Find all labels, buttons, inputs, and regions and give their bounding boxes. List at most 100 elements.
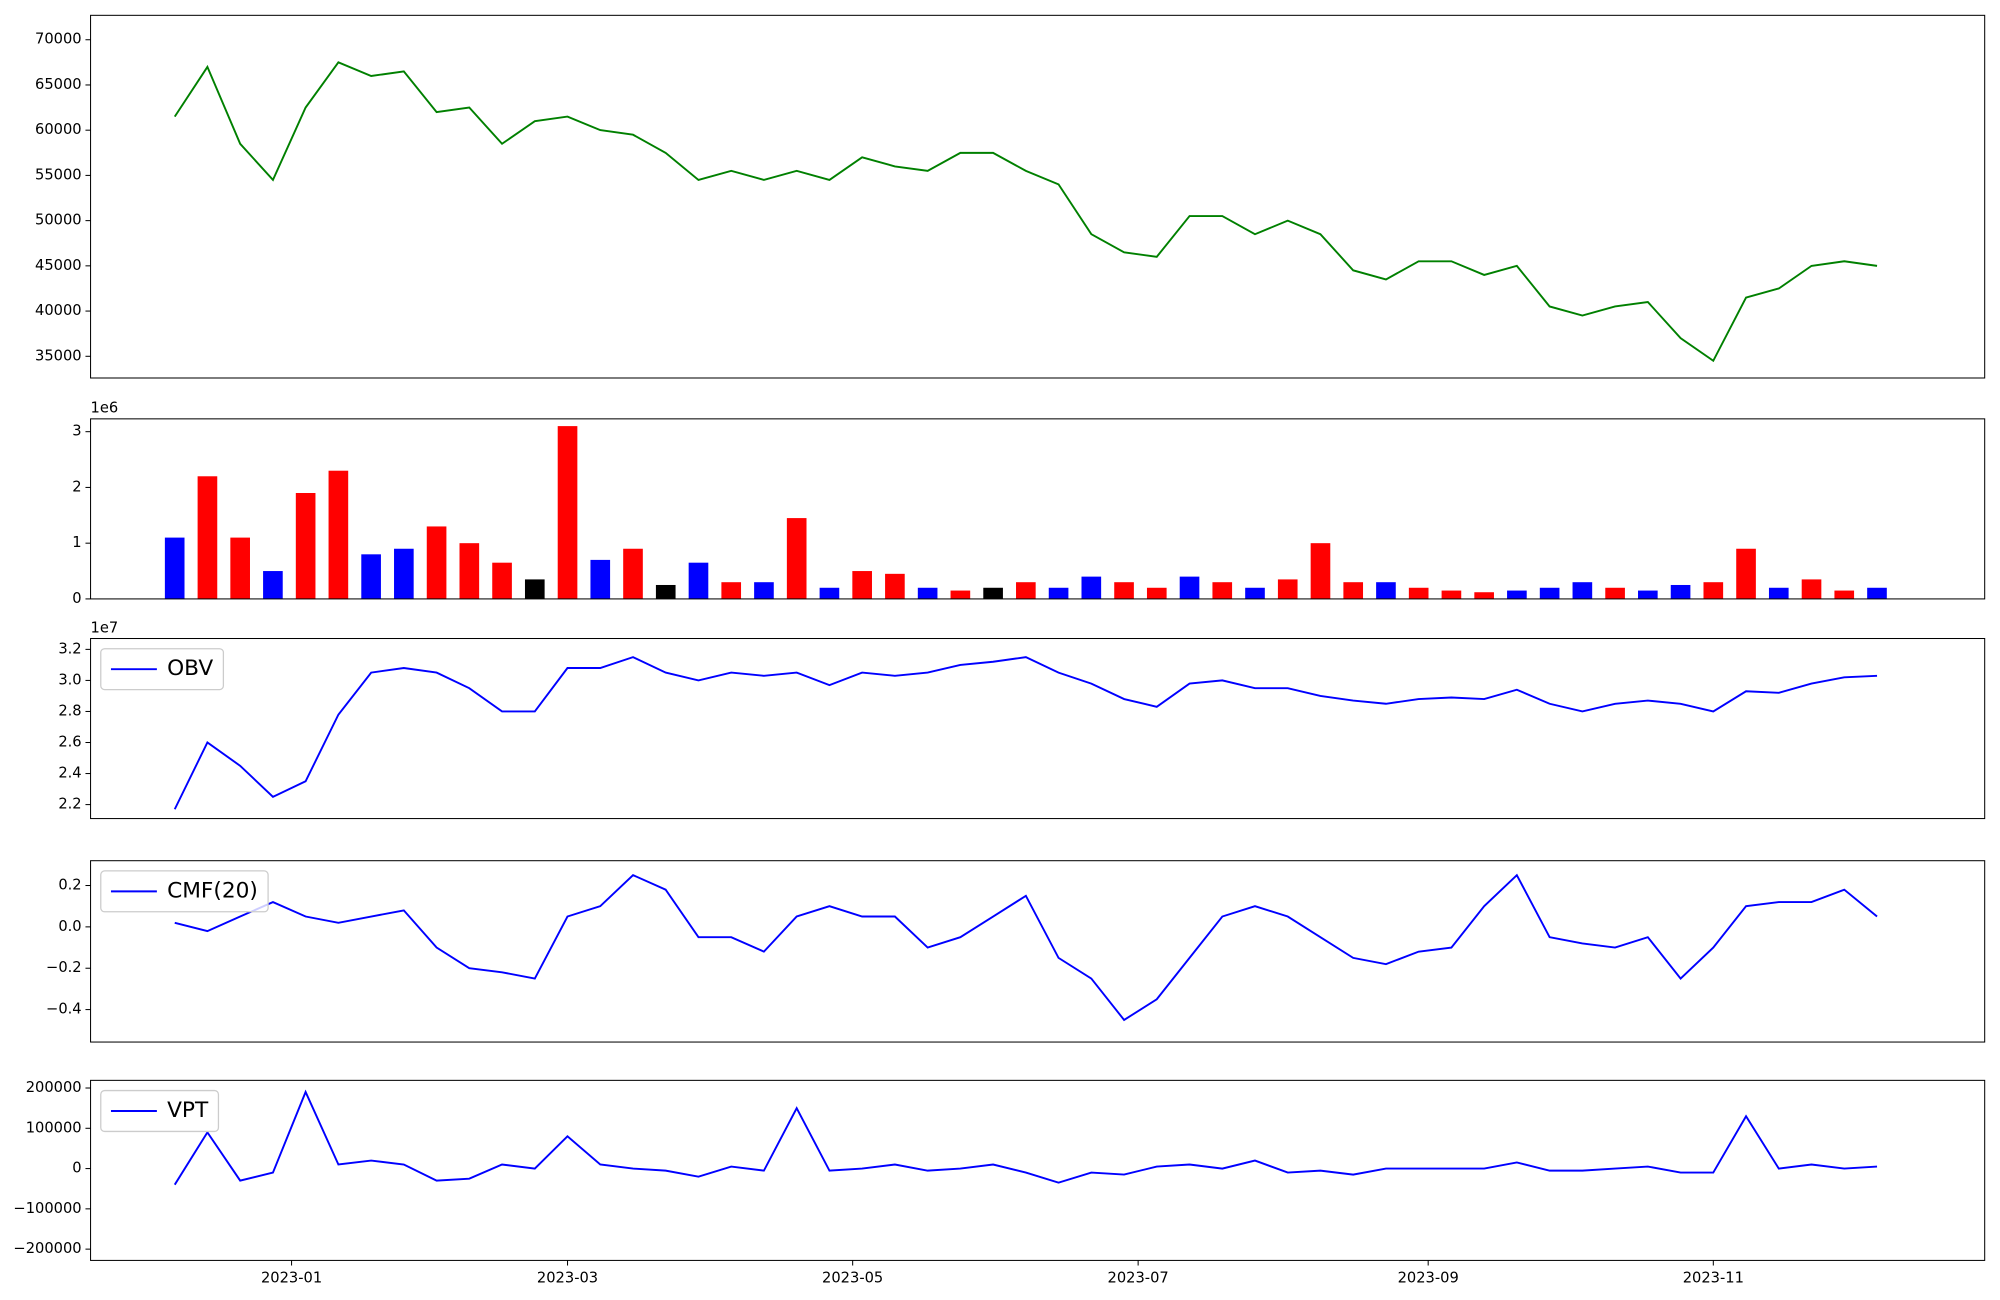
legend: OBV [100,648,225,691]
bar [197,476,218,599]
legend-label: VPT [167,1098,209,1123]
bar [590,559,611,599]
y-tick-label: 2.6 [58,734,81,751]
y-tick-label: 0.0 [58,918,81,935]
subplot: −0.4 −0.2 0.0 0.2 CMF(20) [46,860,1986,1043]
legend-box [100,870,269,913]
x-tick-label: 2023-03 [537,1269,598,1286]
bar [1245,587,1265,599]
offset-label: 1e6 [91,400,119,417]
bar [295,493,316,599]
bar [819,587,840,599]
bar [263,571,283,599]
bar [1736,548,1756,599]
y-tick-label: 2.8 [58,702,81,719]
bar [1539,587,1560,599]
bar [1277,579,1298,599]
bar [950,590,971,599]
subplot: 0 1 2 3 1e6 [72,400,1986,607]
bar [459,543,480,599]
bar [1408,587,1429,599]
bar [754,582,774,599]
bar [1834,590,1855,599]
bar [492,562,512,599]
x-tick-label: 2023-05 [822,1269,883,1286]
axes-frame [90,860,1986,1043]
x-tick-label: 2023-07 [1108,1269,1169,1286]
line [174,873,1878,1022]
y-tick-label: 200000 [26,1079,82,1096]
bar [1801,579,1822,599]
legend: VPT [100,1089,220,1133]
bar [328,470,349,599]
y-tick-label: −100000 [13,1200,81,1217]
axes-frame [90,637,1986,820]
bar [1376,582,1396,599]
bar [361,554,381,599]
bar [1212,582,1233,599]
y-tick-label: 50000 [35,212,82,229]
y-tick-label: 3 [72,423,81,440]
bar [1441,590,1462,599]
bar [1114,582,1134,599]
legend-label: CMF(20) [167,878,258,903]
y-tick-label: 3.2 [58,640,81,657]
subplot: 35000 40000 45000 50000 55000 60000 65000 70000 [35,14,1986,379]
y-tick-label: 1 [72,534,81,551]
bar [557,426,578,599]
bar [655,584,676,599]
line [173,656,1878,810]
bar [1146,587,1167,599]
y-tick-label: 2.4 [58,765,81,782]
y-tick-label: 100000 [26,1119,82,1136]
y-tick-label: 45000 [35,257,82,274]
y-tick-label: −200000 [13,1240,81,1257]
bar [983,587,1003,599]
axes-frame [90,1079,1986,1261]
y-tick-label: 35000 [35,347,82,364]
y-tick-label: 55000 [35,166,82,183]
bar [1867,587,1887,599]
y-tick-label: 2.2 [58,796,81,813]
bar [623,548,643,599]
bar [852,571,872,599]
bar [394,548,414,599]
bar [1081,576,1102,599]
subplot: −200000 −100000 0 100000 200000 2023-01 2023-0… [13,1079,1986,1286]
axes-frame [90,418,1986,600]
bar [688,562,709,599]
legend-box [100,1089,220,1133]
y-tick-label: −0.4 [46,1001,82,1018]
bar [917,587,938,599]
axes-frame [90,14,1986,379]
bar [1016,582,1036,599]
y-tick-label: 0 [72,1160,81,1177]
x-tick-label: 2023-09 [1398,1269,1459,1286]
line [173,61,1878,363]
y-tick-label: 70000 [35,31,82,48]
bar [1310,543,1331,599]
bar [885,573,905,599]
y-tick-label: 65000 [35,76,82,93]
x-tick-label: 2023-01 [261,1269,322,1286]
legend: CMF(20) [100,870,269,913]
bar [1048,587,1069,599]
bar [1179,576,1200,599]
bar [524,579,545,599]
subplot: 2.2 2.4 2.6 2.8 3.0 3.2 1e7 OBV [58,619,1986,820]
offset-label: 1e7 [91,619,119,636]
bar [1768,587,1789,599]
bar [1507,590,1527,599]
legend-box [100,648,225,691]
bar [1474,592,1494,599]
x-tick-label: 2023-11 [1683,1269,1744,1286]
bar [230,537,250,599]
y-tick-label: 60000 [35,121,82,138]
bar [1703,582,1724,599]
y-tick-label: −0.2 [46,959,82,976]
bar [1638,590,1658,599]
y-tick-label: 0.2 [58,877,81,894]
line [173,1089,1878,1186]
y-tick-label: 3.0 [58,671,81,688]
